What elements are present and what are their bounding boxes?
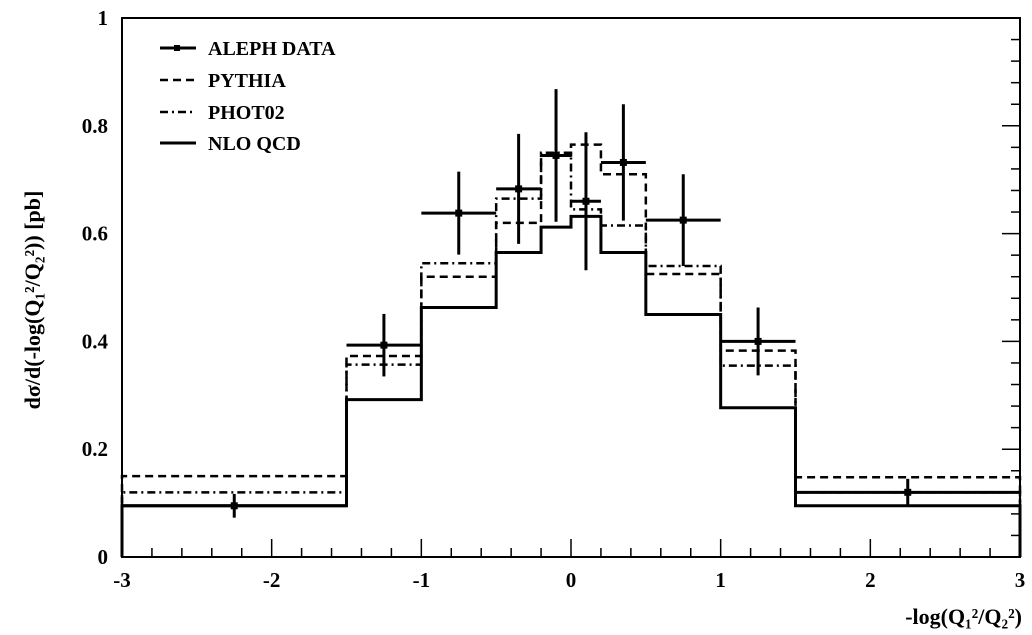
data-point: [496, 133, 542, 244]
data-point: [421, 171, 497, 255]
x-tick-label: 2: [865, 568, 876, 592]
y-axis-label: dσ/d(-log(Q₁²/Q₂²)) [pb]: [20, 191, 45, 410]
legend-label: NLO QCD: [208, 133, 301, 155]
legend-entry-phot02: PHOT02: [160, 102, 285, 124]
y-tick-label: 0.2: [82, 437, 108, 461]
point-marker: [552, 151, 560, 159]
x-axis-label: -log(Q₁²/Q₂²): [905, 604, 1022, 629]
point-marker: [515, 185, 523, 193]
data-point: [645, 174, 721, 266]
axes: [121, 17, 1021, 558]
data-point: [541, 89, 571, 222]
series-phot02: [120, 151, 1022, 557]
y-tick-label: 1: [98, 6, 109, 30]
series-aleph-data: [122, 89, 1020, 518]
x-tick-label: -3: [113, 568, 131, 592]
y-tick-label: 0.8: [82, 114, 108, 138]
tick-labels: 0 0.2 0.4 0.6 0.8 1 -3 -2 -1 0 1 2 3: [82, 6, 1026, 592]
x-tick-label: 3: [1015, 568, 1026, 592]
legend-entry-aleph: ALEPH DATA: [160, 38, 336, 60]
y-tick-label: 0.6: [82, 222, 108, 246]
legend-entry-pythia: PYTHIA: [160, 70, 286, 92]
data-point: [571, 132, 601, 271]
legend-label: PHOT02: [208, 102, 285, 124]
y-tick-label: 0: [98, 545, 109, 569]
data-point: [720, 307, 796, 376]
point-marker: [380, 341, 388, 349]
plot-area: [120, 89, 1022, 557]
point-marker: [754, 337, 762, 345]
x-tick-label: 0: [566, 568, 577, 592]
x-tick-label: -2: [263, 568, 281, 592]
point-marker: [455, 209, 463, 217]
data-point: [600, 104, 646, 221]
data-point: [346, 313, 422, 377]
point-marker: [230, 502, 238, 510]
series-nlo-qcd: [120, 214, 1022, 557]
point-marker: [582, 197, 590, 205]
legend: ALEPH DATA PYTHIA PHOT02 NLO QCD: [160, 38, 336, 155]
legend-label: PYTHIA: [208, 70, 286, 92]
legend-label: ALEPH DATA: [208, 38, 336, 60]
x-tick-label: 1: [715, 568, 726, 592]
y-tick-label: 0.4: [82, 329, 109, 353]
point-marker: [619, 158, 627, 166]
legend-entry-nlo: NLO QCD: [160, 133, 301, 155]
data-point: [795, 478, 1020, 506]
x-tick-label: -1: [413, 568, 431, 592]
data-point: [122, 493, 347, 518]
point-marker: [679, 216, 687, 224]
point-marker: [904, 488, 912, 496]
